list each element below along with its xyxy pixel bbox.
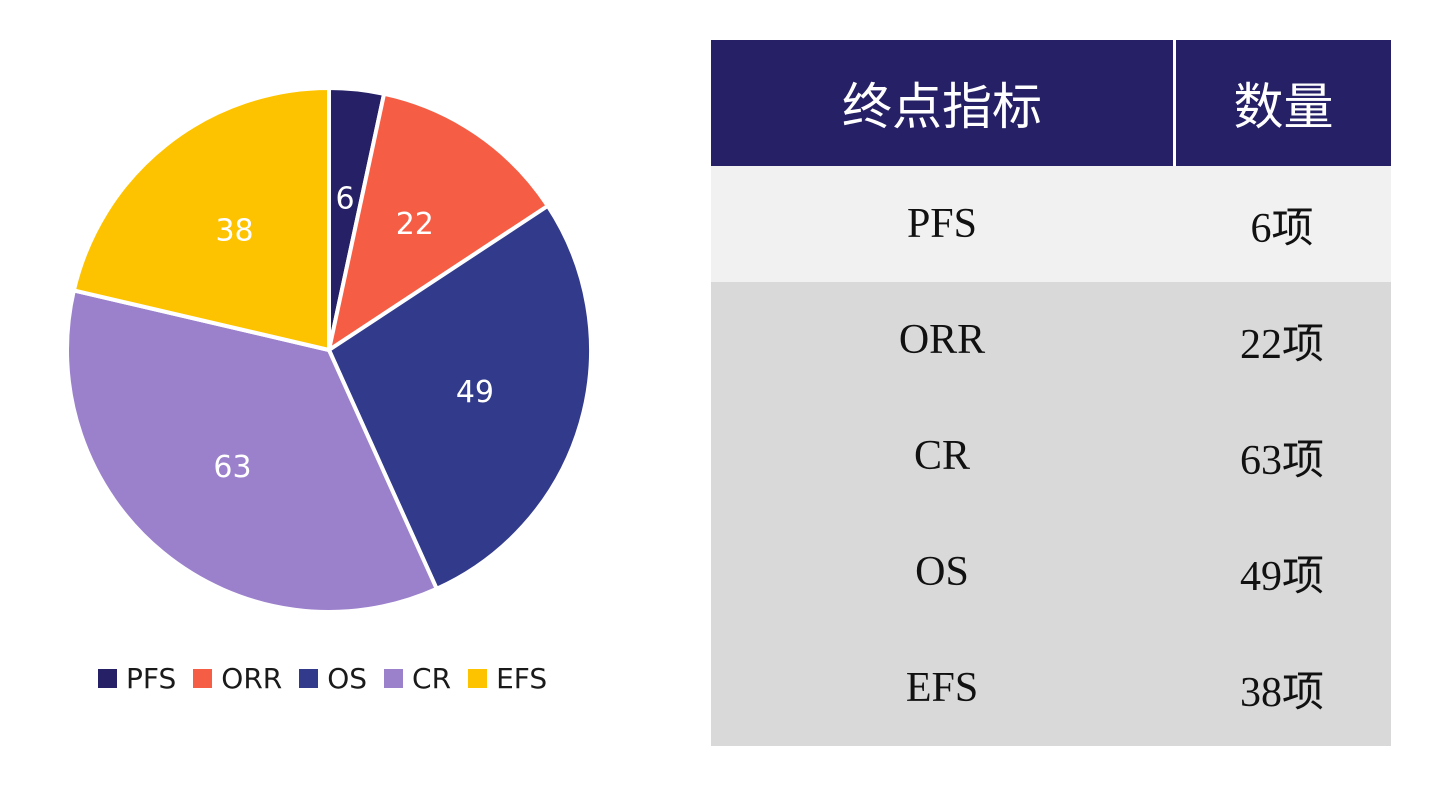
chart-legend: PFS ORR OS CR EFS [98,662,564,695]
legend-swatch-cr [384,669,404,688]
row-metric: CR [913,433,971,479]
table-row: CR 63项 [711,398,1391,514]
endpoint-table: 终点指标 数量 PFS 6项 ORR 22项 CR 63项 OS 49项 EFS… [711,40,1391,746]
table-row: OS 49项 [711,514,1391,630]
legend-item-pfs: PFS [98,662,176,695]
legend-swatch-os [299,669,319,688]
row-count: 6项 [1250,205,1314,252]
row-metric: EFS [905,665,979,711]
legend-label-cr: CR [412,662,452,695]
row-count: 38项 [1239,669,1324,716]
legend-label-efs: EFS [496,662,548,695]
legend-swatch-orr [193,669,213,688]
row-metric: PFS [906,201,978,247]
row-count: 63项 [1239,437,1324,484]
legend-label-pfs: PFS [126,662,177,695]
pie-label-pfs: 6 [336,181,355,216]
pie-label-orr: 22 [396,207,434,242]
legend-item-efs: EFS [468,662,547,695]
header-count: 数量 [1233,79,1334,135]
pie-label-efs: 38 [215,213,253,248]
pie-slice-cr [65,288,439,614]
legend-label-os: OS [327,662,368,695]
table-row: PFS 6项 [711,166,1391,282]
pie-chart: 6 22 49 63 38 [65,86,593,614]
row-metric: OS [915,549,969,595]
row-metric: ORR [898,317,986,363]
pie-slice-orr [327,91,550,352]
legend-label-orr: ORR [221,662,283,695]
pie-label-cr: 63 [213,450,251,485]
pie-slice-efs [71,86,331,352]
legend-item-cr: CR [384,662,451,695]
row-count: 49项 [1239,553,1324,600]
table-row: EFS 38项 [711,630,1391,746]
row-count: 22项 [1239,321,1324,368]
legend-item-os: OS [299,662,367,695]
legend-swatch-pfs [98,669,117,688]
legend-item-orr: ORR [193,662,282,695]
table-header: 终点指标 数量 [711,40,1391,166]
header-metric: 终点指标 [711,40,1176,166]
table-row: ORR 22项 [711,282,1391,398]
legend-swatch-efs [468,669,488,688]
pie-label-os: 49 [456,375,494,410]
